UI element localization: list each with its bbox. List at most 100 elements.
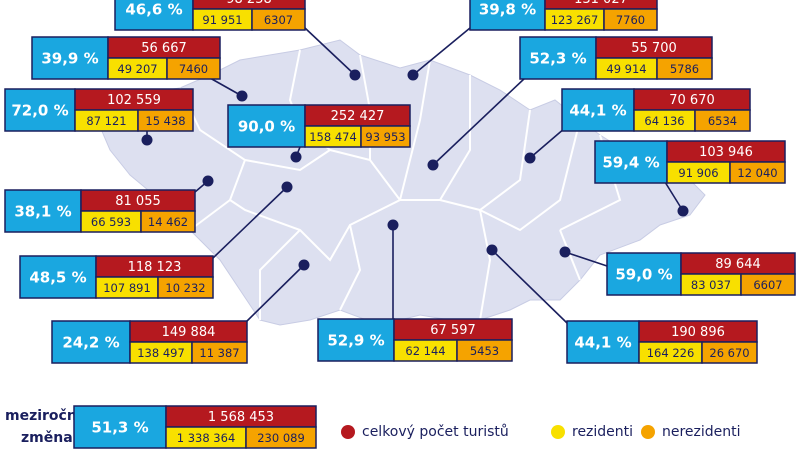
total-value: 89 644: [715, 257, 761, 272]
nonresidents-cell: [360, 125, 411, 148]
change-cell: [317, 318, 395, 362]
change-value: 24,2 %: [62, 334, 119, 352]
residents-value: 62 144: [405, 344, 445, 358]
nonresidents-cell: [140, 210, 196, 233]
nonresidents-value: 14 462: [148, 215, 188, 229]
residents-value: 49 207: [117, 62, 157, 76]
total-value: 149 884: [162, 325, 216, 340]
legend-label: nerezidenti: [662, 424, 741, 440]
change-value: 52,9 %: [327, 332, 384, 350]
legend-label: rezidenti: [572, 424, 633, 440]
total-value: 70 670: [669, 93, 715, 108]
change-value: 44,1 %: [569, 102, 626, 120]
region-box: 48,5 % 118 123 107 891 10 232: [19, 255, 214, 299]
nonresidents-cell: [656, 57, 713, 80]
change-value: 39,8 %: [479, 1, 536, 19]
nonresidents-cell: [245, 426, 317, 449]
nonresidents-cell: [456, 339, 513, 362]
region-box: 44,1 % 70 670 64 136 6534: [561, 88, 751, 132]
region-dot: [407, 69, 419, 81]
legend: celkový počet turistů rezidenti nerezide…: [341, 424, 741, 440]
nonresidents-cell: [191, 341, 248, 364]
region-box: 46,6 % 98 258 91 951 6307: [114, 0, 306, 31]
residents-value: 91 951: [202, 13, 242, 27]
region-dot: [427, 159, 439, 171]
residents-value: 158 474: [309, 130, 357, 144]
leader-line: [564, 251, 608, 267]
summary-label: meziroční: [5, 408, 83, 424]
change-value: 48,5 %: [29, 269, 86, 287]
region-box: 39,9 % 56 667 49 207 7460: [31, 36, 221, 80]
region-box: 72,0 % 102 559 87 121 15 438: [4, 88, 194, 132]
nonresidents-value: 93 953: [365, 130, 405, 144]
legend-label: celkový počet turistů: [362, 424, 509, 440]
residents-value: 164 226: [647, 346, 695, 360]
region-dot: [202, 175, 214, 187]
change-cell: [73, 405, 167, 449]
region-box: 38,1 % 81 055 66 593 14 462: [4, 189, 196, 233]
nonresidents-value: 11 387: [199, 346, 239, 360]
change-value: 46,6 %: [125, 1, 182, 19]
summary: meziroční změna 51,3 % 1 568 453 1 338 364…: [5, 405, 317, 449]
leader-line: [432, 77, 526, 166]
change-cell: [594, 140, 668, 184]
nonresidents-value: 230 089: [257, 431, 305, 445]
nonresidents-cell: [603, 8, 658, 31]
total-value: 103 946: [699, 145, 753, 160]
change-value: 51,3 %: [91, 419, 148, 437]
residents-value: 87 121: [86, 114, 126, 128]
total-value: 67 597: [430, 323, 476, 338]
residents-value: 83 037: [691, 278, 731, 292]
total-value: 56 667: [141, 41, 187, 56]
region-box: 44,1 % 190 896 164 226 26 670: [566, 320, 758, 364]
region-dot: [236, 90, 248, 102]
change-cell: [566, 320, 640, 364]
nonresidents-value: 15 438: [145, 114, 185, 128]
region-dot: [524, 152, 536, 164]
region-box: 52,9 % 67 597 62 144 5453: [317, 318, 513, 362]
nonresidents-value: 5453: [470, 344, 499, 358]
total-value: 131 027: [574, 0, 628, 7]
nonresidents-cell: [166, 57, 221, 80]
region-box: 59,4 % 103 946 91 906 12 040: [594, 140, 786, 184]
region-box: 59,0 % 89 644 83 037 6607: [606, 252, 796, 296]
change-value: 52,3 %: [529, 50, 586, 68]
region-dot: [290, 151, 302, 163]
region-box: 52,3 % 55 700 49 914 5786: [519, 36, 713, 80]
leader-line: [212, 186, 288, 259]
total-value: 1 568 453: [208, 410, 274, 425]
nonresidents-cell: [701, 341, 758, 364]
change-value: 59,0 %: [615, 266, 672, 284]
nonresidents-value: 7460: [179, 62, 208, 76]
nonresidents-cell: [251, 8, 306, 31]
region-dot: [298, 259, 310, 271]
leader-line: [209, 77, 243, 97]
region-dot: [141, 134, 153, 146]
nonresidents-cell: [694, 109, 751, 132]
region-dot: [559, 246, 571, 258]
change-value: 72,0 %: [11, 102, 68, 120]
nonresidents-cell: [157, 276, 214, 299]
total-value: 98 258: [226, 0, 272, 7]
total-value: 102 559: [107, 93, 161, 108]
residents-value: 123 267: [551, 13, 599, 27]
leader-line: [664, 181, 684, 212]
legend-swatch: [341, 425, 355, 439]
change-cell: [606, 252, 682, 296]
nonresidents-value: 6607: [753, 278, 782, 292]
leader-line: [412, 27, 471, 76]
total-value: 252 427: [331, 109, 385, 124]
region-dot: [281, 181, 293, 193]
region-dot: [486, 244, 498, 256]
legend-swatch: [551, 425, 565, 439]
leader-line: [304, 27, 356, 76]
change-cell: [31, 36, 109, 80]
change-value: 38,1 %: [14, 203, 71, 221]
region-box: 51,3 % 1 568 453 1 338 364 230 089: [73, 405, 317, 449]
residents-value: 91 906: [678, 166, 718, 180]
residents-value: 49 914: [606, 62, 646, 76]
change-value: 39,9 %: [41, 50, 98, 68]
change-value: 44,1 %: [574, 334, 631, 352]
nonresidents-cell: [137, 109, 194, 132]
